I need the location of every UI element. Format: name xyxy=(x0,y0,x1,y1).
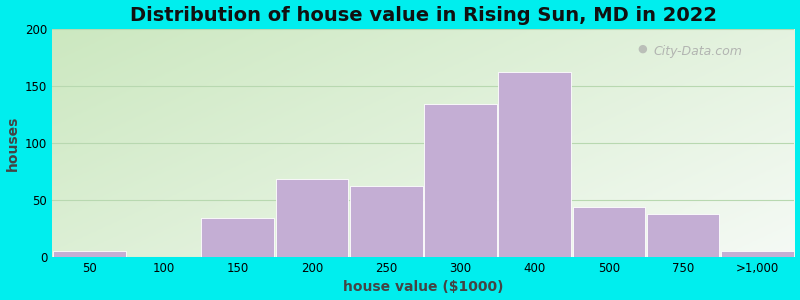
X-axis label: house value ($1000): house value ($1000) xyxy=(343,280,503,294)
Bar xyxy=(424,104,497,257)
Bar xyxy=(350,186,422,257)
Bar xyxy=(573,207,646,257)
Bar xyxy=(202,218,274,257)
Title: Distribution of house value in Rising Sun, MD in 2022: Distribution of house value in Rising Su… xyxy=(130,6,717,25)
Bar xyxy=(646,214,719,257)
Text: City-Data.com: City-Data.com xyxy=(654,45,742,58)
Bar xyxy=(276,179,348,257)
Bar xyxy=(498,72,571,257)
Y-axis label: houses: houses xyxy=(6,115,19,171)
Bar xyxy=(721,251,794,257)
Bar xyxy=(53,251,126,257)
Text: ●: ● xyxy=(638,44,647,54)
